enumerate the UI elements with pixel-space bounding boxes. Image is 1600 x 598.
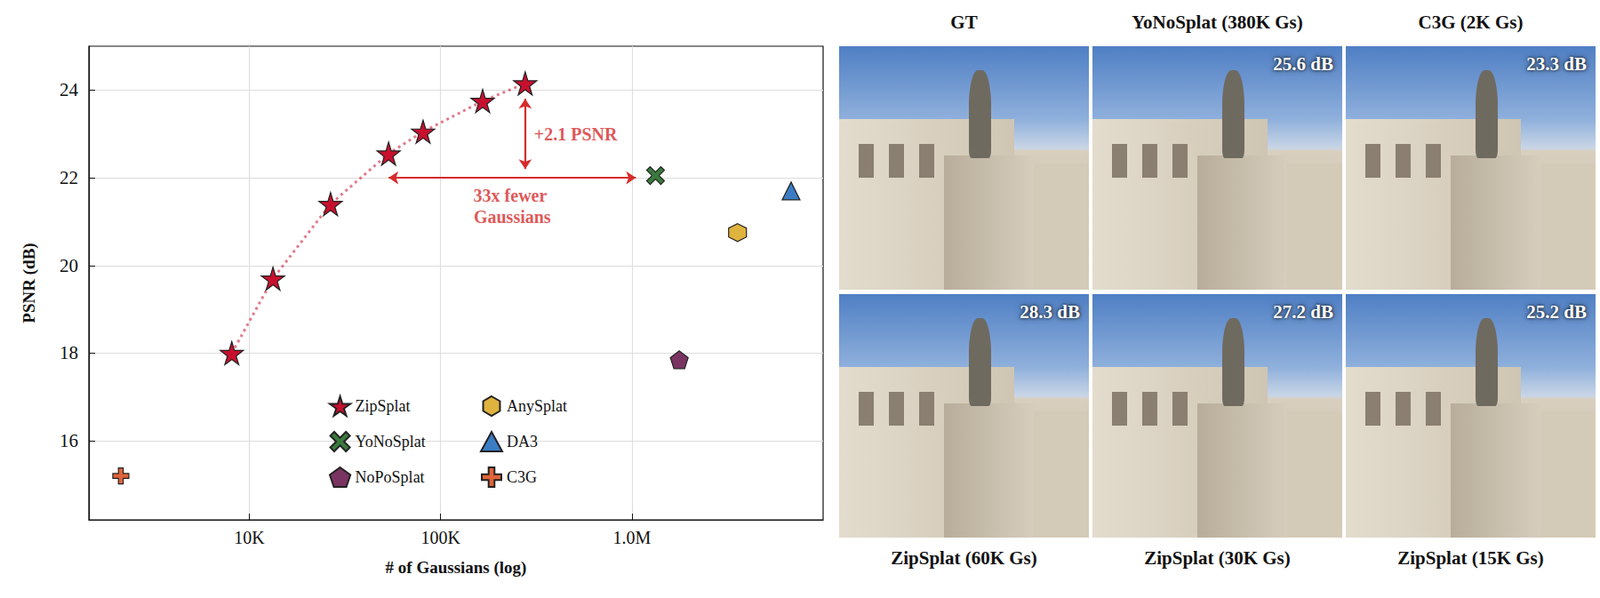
svg-text:20: 20 (59, 255, 79, 277)
svg-text:ZipSplat: ZipSplat (355, 397, 411, 416)
html-text:YoNoSplat (380K Gs): YoNoSplat (380K Gs) (1131, 11, 1303, 33)
svg-text:24: 24 (59, 79, 80, 101)
svg-text:C3G: C3G (506, 468, 537, 487)
html-text:ZipSplat (60K Gs): ZipSplat (60K Gs) (890, 547, 1038, 569)
html-text:ZipSplat (15K Gs): ZipSplat (15K Gs) (1397, 547, 1544, 569)
svg-text:YoNoSplat: YoNoSplat (355, 432, 426, 451)
svg-text:10K: 10K (233, 528, 265, 548)
html-text:ZipSplat (30K Gs): ZipSplat (30K Gs) (1144, 547, 1291, 569)
html-text:25.6 dB: 25.6 dB (1273, 53, 1334, 75)
svg-text:18: 18 (59, 342, 79, 364)
svg-text:Gaussians: Gaussians (473, 207, 552, 227)
svg-text:DA3: DA3 (506, 432, 538, 451)
html-text:23.3 dB: 23.3 dB (1526, 53, 1587, 75)
html-text:GT: GT (950, 11, 978, 33)
svg-text:1.0M: 1.0M (612, 528, 651, 548)
svg-text:# of Gaussians (log): # of Gaussians (log) (385, 558, 528, 578)
svg-text:16: 16 (59, 430, 79, 452)
svg-text:AnySplat: AnySplat (506, 397, 568, 416)
svg-text:NoPoSplat: NoPoSplat (355, 468, 425, 487)
svg-text:PSNR (dB): PSNR (dB) (19, 242, 40, 323)
svg-text:33x fewer: 33x fewer (473, 185, 552, 206)
svg-text:+2.1 PSNR: +2.1 PSNR (534, 124, 618, 144)
html-text:C3G (2K Gs): C3G (2K Gs) (1418, 11, 1524, 33)
html-text:28.3 dB: 28.3 dB (1019, 301, 1080, 323)
html-text:25.2 dB: 25.2 dB (1526, 301, 1587, 323)
svg-text:22: 22 (59, 167, 79, 189)
svg-text:100K: 100K (420, 528, 461, 548)
html-text:27.2 dB: 27.2 dB (1273, 301, 1334, 323)
